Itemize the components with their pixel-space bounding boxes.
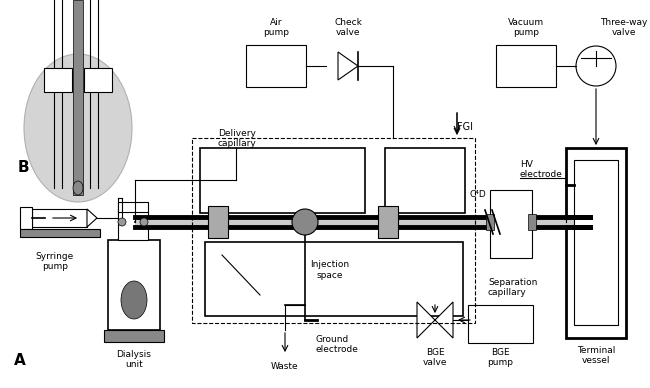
- Bar: [192, 138, 475, 323]
- Text: Syrringe
pump: Syrringe pump: [36, 252, 74, 271]
- Bar: [208, 206, 228, 238]
- Bar: [496, 45, 556, 87]
- Bar: [468, 305, 533, 343]
- Bar: [205, 242, 463, 316]
- Bar: [104, 330, 164, 342]
- Text: Three-way
valve: Three-way valve: [601, 17, 647, 37]
- Bar: [108, 240, 160, 330]
- Bar: [486, 214, 494, 230]
- Bar: [44, 68, 72, 92]
- Bar: [118, 210, 148, 240]
- Text: BGE
pump: BGE pump: [487, 348, 513, 367]
- Bar: [73, 0, 83, 195]
- Polygon shape: [417, 302, 453, 338]
- Bar: [385, 148, 465, 213]
- Bar: [20, 207, 32, 229]
- Circle shape: [576, 46, 616, 86]
- Ellipse shape: [24, 54, 132, 202]
- Text: Separation
capillary: Separation capillary: [488, 278, 538, 297]
- Circle shape: [292, 209, 318, 235]
- Bar: [20, 229, 100, 237]
- Bar: [32, 209, 87, 227]
- Text: FGI: FGI: [457, 122, 473, 132]
- Bar: [566, 148, 626, 338]
- Text: C⁴D: C⁴D: [469, 190, 486, 199]
- Bar: [490, 190, 532, 258]
- Polygon shape: [338, 52, 358, 80]
- Text: HV
electrode: HV electrode: [520, 160, 563, 179]
- Bar: [246, 45, 306, 87]
- Text: Delivery
capillary: Delivery capillary: [218, 128, 257, 148]
- Bar: [84, 68, 112, 92]
- Text: Injection
space: Injection space: [311, 260, 350, 280]
- Text: Terminal
vessel: Terminal vessel: [577, 346, 615, 365]
- Ellipse shape: [73, 181, 83, 195]
- Text: Waste: Waste: [271, 362, 299, 371]
- Ellipse shape: [121, 281, 147, 319]
- Bar: [378, 206, 398, 238]
- Circle shape: [118, 218, 126, 226]
- Bar: [574, 160, 618, 325]
- Circle shape: [140, 218, 148, 226]
- Text: BGE
valve: BGE valve: [422, 348, 447, 367]
- Bar: [118, 202, 148, 212]
- Text: Vacuum
pump: Vacuum pump: [508, 17, 544, 37]
- Polygon shape: [87, 209, 97, 227]
- Text: Ground
electrode: Ground electrode: [315, 335, 358, 354]
- Text: B: B: [18, 161, 30, 175]
- Bar: [135, 217, 590, 227]
- Bar: [200, 148, 365, 213]
- Bar: [528, 214, 536, 230]
- Text: A: A: [14, 353, 26, 368]
- Text: Check
valve: Check valve: [334, 17, 362, 37]
- Text: Air
pump: Air pump: [263, 17, 289, 37]
- Text: Dialysis
unit: Dialysis unit: [116, 350, 151, 369]
